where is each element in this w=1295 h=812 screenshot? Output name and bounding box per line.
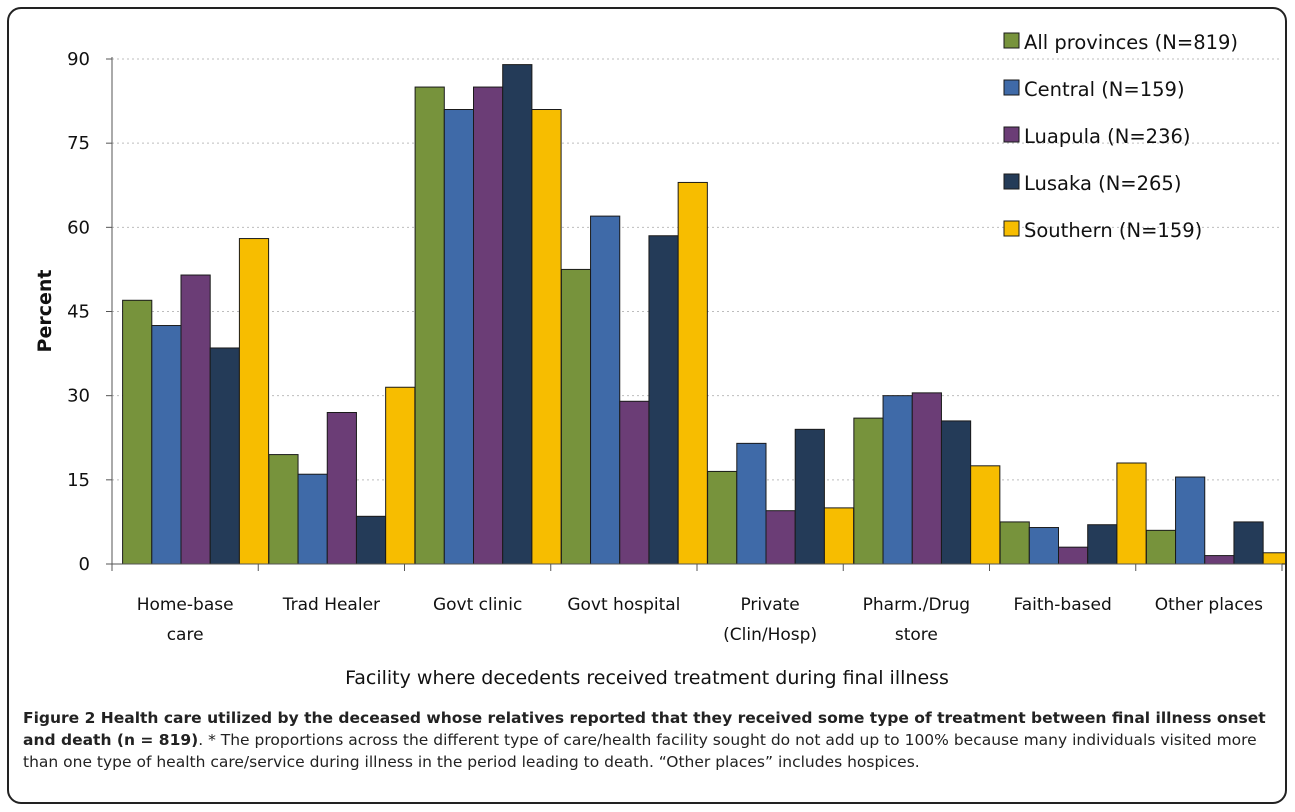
bar-series1-cat6 bbox=[1028, 527, 1059, 565]
x-tick-label-5-line1: store bbox=[895, 625, 938, 645]
y-tick-label-90: 90 bbox=[67, 49, 90, 70]
legend-label-0: All provinces (N=819) bbox=[1024, 31, 1238, 54]
bar-series3-cat0 bbox=[209, 347, 240, 565]
legend-swatch-4 bbox=[1003, 220, 1020, 237]
bar-series2-cat1 bbox=[326, 412, 357, 565]
bar-series0-cat0 bbox=[122, 299, 153, 565]
figure-caption: Figure 2 Health care utilized by the dec… bbox=[23, 707, 1275, 773]
x-tick-label-4-line0: Private bbox=[740, 595, 799, 615]
figure-frame: 0 15 30 45 60 75 90 Home-base care Trad Healer Gov… bbox=[7, 7, 1287, 804]
caption-body: . * The proportions across the different… bbox=[23, 731, 1257, 771]
bar-series4-cat5 bbox=[970, 465, 1001, 565]
y-tick-label-15: 15 bbox=[67, 470, 90, 491]
bar-series3-cat2 bbox=[502, 64, 533, 565]
bar-series4-cat0 bbox=[238, 238, 270, 565]
bar-series4-cat4 bbox=[823, 507, 855, 565]
y-tick-label-60: 60 bbox=[67, 217, 90, 238]
bar-series4-cat1 bbox=[385, 386, 416, 565]
bar-series2-cat5 bbox=[911, 392, 942, 565]
x-tick-label-7-line0: Other places bbox=[1155, 595, 1263, 615]
bar-series1-cat1 bbox=[297, 473, 328, 565]
legend-label-2: Luapula (N=236) bbox=[1024, 125, 1191, 148]
bar-series2-cat6 bbox=[1058, 546, 1089, 565]
y-tick-label-45: 45 bbox=[67, 302, 90, 323]
bar-series0-cat4 bbox=[707, 470, 738, 565]
bar-series3-cat3 bbox=[648, 235, 679, 565]
bar-series1-cat4 bbox=[736, 442, 767, 565]
bar-series0-cat2 bbox=[414, 86, 445, 565]
x-tick-label-2-line0: Govt clinic bbox=[433, 595, 522, 615]
bar-series4-cat2 bbox=[531, 109, 562, 565]
legend-swatch-2 bbox=[1003, 126, 1020, 143]
x-tick-label-1-line0: Trad Healer bbox=[282, 595, 380, 615]
bar-series0-cat6 bbox=[999, 521, 1030, 565]
y-axis-title: Percent bbox=[34, 270, 56, 353]
bar-series3-cat4 bbox=[794, 428, 825, 565]
bar-series2-cat2 bbox=[473, 86, 504, 565]
x-tick-label-3-line0: Govt hospital bbox=[567, 595, 680, 615]
y-tick-label-0: 0 bbox=[79, 554, 90, 575]
x-tick-label-0-line0: Home-base bbox=[137, 595, 234, 615]
bar-series3-cat5 bbox=[940, 420, 972, 565]
bar-series0-cat7 bbox=[1145, 529, 1177, 565]
bar-series1-cat0 bbox=[151, 325, 182, 565]
y-tick-label-30: 30 bbox=[67, 386, 90, 407]
bar-series0-cat1 bbox=[268, 454, 299, 565]
x-tick-label-0-line1: care bbox=[167, 625, 204, 645]
caption-lead: Figure 2 Health care utilized by the dec… bbox=[23, 709, 1266, 749]
bar-series1-cat7 bbox=[1175, 476, 1206, 565]
bar-series3-cat6 bbox=[1087, 524, 1118, 565]
x-tick-label-6-line0: Faith-based bbox=[1014, 595, 1112, 615]
bar-series3-cat1 bbox=[355, 515, 387, 565]
y-tick-label-75: 75 bbox=[67, 133, 90, 154]
bar-series4-cat7 bbox=[1262, 552, 1285, 565]
bar-series3-cat7 bbox=[1233, 521, 1264, 565]
legend-label-4: Southern (N=159) bbox=[1024, 219, 1202, 242]
bar-series1-cat5 bbox=[882, 395, 913, 565]
legend-swatch-3 bbox=[1003, 173, 1020, 190]
x-axis-title: Facility where decedents received treatm… bbox=[345, 667, 949, 689]
x-tick-label-4-line1: (Clin/Hosp) bbox=[723, 625, 817, 645]
x-tick-label-5-line0: Pharm./Drug bbox=[863, 595, 970, 615]
legend-label-3: Lusaka (N=265) bbox=[1024, 172, 1181, 195]
bar-series2-cat4 bbox=[765, 510, 796, 565]
bar-series4-cat6 bbox=[1116, 462, 1147, 565]
bar-series2-cat7 bbox=[1204, 555, 1235, 565]
bar-series2-cat3 bbox=[619, 400, 650, 565]
bar-series1-cat3 bbox=[590, 215, 621, 565]
bar-series1-cat2 bbox=[443, 109, 474, 565]
legend-label-1: Central (N=159) bbox=[1024, 78, 1185, 101]
bar-series0-cat5 bbox=[853, 417, 884, 565]
bar-chart: 0 15 30 45 60 75 90 Home-base care Trad Healer Gov… bbox=[34, 31, 1285, 689]
bar-series4-cat3 bbox=[677, 181, 708, 565]
legend-swatch-1 bbox=[1003, 79, 1020, 96]
bar-series2-cat0 bbox=[180, 274, 211, 565]
legend-swatch-0 bbox=[1003, 32, 1020, 49]
bar-series0-cat3 bbox=[560, 268, 592, 565]
